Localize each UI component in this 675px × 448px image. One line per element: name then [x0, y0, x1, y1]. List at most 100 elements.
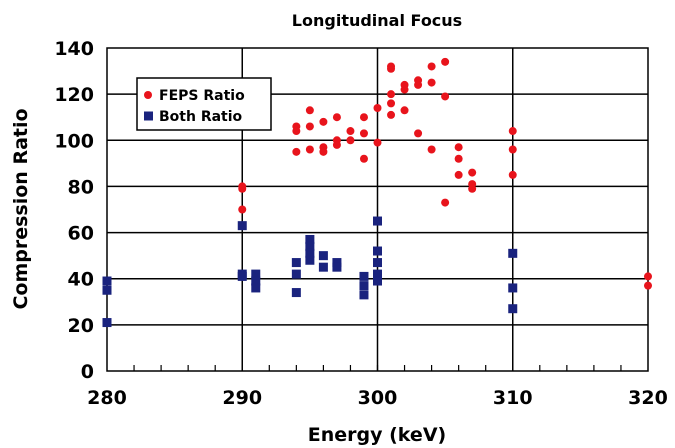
feps-ratio-point — [319, 147, 328, 156]
feps-ratio-point — [400, 85, 409, 94]
both-ratio-point — [305, 248, 315, 258]
both-ratio-point — [305, 234, 315, 244]
feps-ratio-point — [454, 170, 463, 179]
feps-ratio-point — [373, 138, 382, 147]
feps-ratio-point — [454, 154, 463, 163]
y-tick-label: 120 — [54, 84, 94, 106]
feps-ratio-point — [332, 140, 341, 149]
legend-marker-feps-ratio — [144, 91, 152, 99]
feps-ratio-point — [468, 184, 477, 193]
feps-ratio-point — [400, 106, 409, 115]
legend-label-both-ratio: Both Ratio — [159, 109, 243, 125]
both-ratio-point — [291, 288, 301, 298]
feps-ratio-point — [427, 145, 436, 154]
feps-ratio-point — [454, 143, 463, 152]
both-ratio-point — [305, 241, 315, 251]
chart-title: Longitudinal Focus — [292, 11, 462, 30]
feps-ratio-point — [305, 122, 314, 131]
both-ratio-point — [359, 271, 369, 281]
feps-ratio-point — [332, 113, 341, 122]
feps-ratio-point — [644, 281, 652, 290]
both-ratio-point — [251, 269, 261, 279]
feps-ratio-point — [414, 80, 423, 89]
both-ratio-point — [237, 221, 247, 231]
x-tick-label: 320 — [628, 387, 668, 409]
y-tick-label: 100 — [54, 130, 94, 152]
both-ratio-point — [332, 262, 342, 272]
both-ratio-point — [373, 246, 382, 256]
feps-ratio-point — [387, 99, 396, 108]
feps-ratio-point — [373, 103, 382, 112]
minor-ticks — [133, 365, 622, 371]
both-ratio-point — [291, 258, 301, 268]
x-tick-label: 300 — [358, 387, 398, 409]
y-tick-label: 140 — [54, 38, 94, 60]
both-ratio-point — [508, 304, 518, 314]
feps-ratio-point — [387, 90, 396, 99]
y-tick-labels: 0 20 40 60 80 100 120 140 — [54, 38, 94, 383]
both-ratio-point — [359, 290, 369, 300]
feps-ratio-point — [387, 64, 396, 73]
both-ratio-point — [373, 258, 382, 268]
both-ratio-point — [318, 262, 328, 272]
data-points — [102, 57, 652, 328]
both-ratio-point — [102, 318, 112, 328]
feps-ratio-point — [305, 106, 314, 115]
legend-box — [136, 77, 272, 131]
both-ratio-point — [373, 216, 382, 226]
feps-ratio-point — [292, 127, 301, 136]
both-ratio-point — [332, 258, 342, 268]
x-tick-label: 310 — [493, 387, 533, 409]
y-tick-label: 40 — [68, 269, 94, 291]
feps-ratio-point — [427, 62, 436, 71]
both-ratio-point — [102, 276, 112, 286]
x-tick-label: 280 — [87, 387, 127, 409]
feps-ratio-point — [346, 127, 355, 136]
feps-ratio-point — [359, 113, 368, 122]
y-tick-label: 20 — [68, 315, 94, 337]
feps-ratio-point — [441, 198, 450, 207]
feps-ratio-point — [427, 78, 436, 87]
feps-ratio-point — [319, 117, 328, 126]
legend-items: FEPS Ratio Both Ratio — [144, 88, 245, 125]
both-ratio-point — [373, 269, 382, 279]
feps-ratio-point — [441, 92, 450, 101]
both-ratio-point — [102, 285, 112, 295]
feps-ratio-point — [238, 184, 247, 193]
feps-ratio-point — [508, 127, 517, 136]
feps-ratio-point — [414, 129, 423, 138]
both-ratio-point — [305, 255, 315, 265]
both-ratio-point — [251, 276, 261, 286]
x-tick-label: 290 — [222, 387, 262, 409]
legend-label-feps-ratio: FEPS Ratio — [159, 88, 245, 104]
y-tick-label: 80 — [68, 176, 94, 198]
both-ratio-point — [237, 271, 247, 281]
legend: FEPS Ratio Both Ratio — [136, 77, 272, 131]
feps-ratio-point — [359, 154, 368, 163]
x-tick-labels: 280 290 300 310 320 — [87, 387, 668, 409]
both-ratio-point — [318, 251, 328, 261]
feps-ratio-point — [508, 170, 517, 179]
feps-ratio-point — [359, 129, 368, 138]
both-ratio-point — [508, 248, 518, 258]
both-ratio-point — [508, 283, 518, 293]
feps-ratio-point — [441, 57, 450, 66]
feps-ratio-point — [644, 272, 652, 281]
both-ratio-point — [291, 269, 301, 279]
legend-marker-both-ratio — [144, 111, 153, 121]
feps-ratio-point — [305, 145, 314, 154]
feps-ratio-point — [508, 145, 517, 154]
feps-ratio-point — [238, 205, 247, 214]
x-axis-title: Energy (keV) — [308, 424, 446, 446]
feps-ratio-point — [387, 110, 396, 119]
both-ratio-point — [251, 283, 261, 293]
y-tick-label: 0 — [81, 361, 94, 383]
feps-ratio-point — [468, 168, 477, 177]
y-axis-title: Compression Ratio — [10, 108, 32, 309]
feps-ratio-point — [292, 147, 301, 156]
feps-ratio-point — [346, 136, 355, 145]
y-tick-label: 60 — [68, 223, 94, 245]
both-ratio-point — [359, 281, 369, 291]
both-ratio-point — [373, 276, 382, 286]
